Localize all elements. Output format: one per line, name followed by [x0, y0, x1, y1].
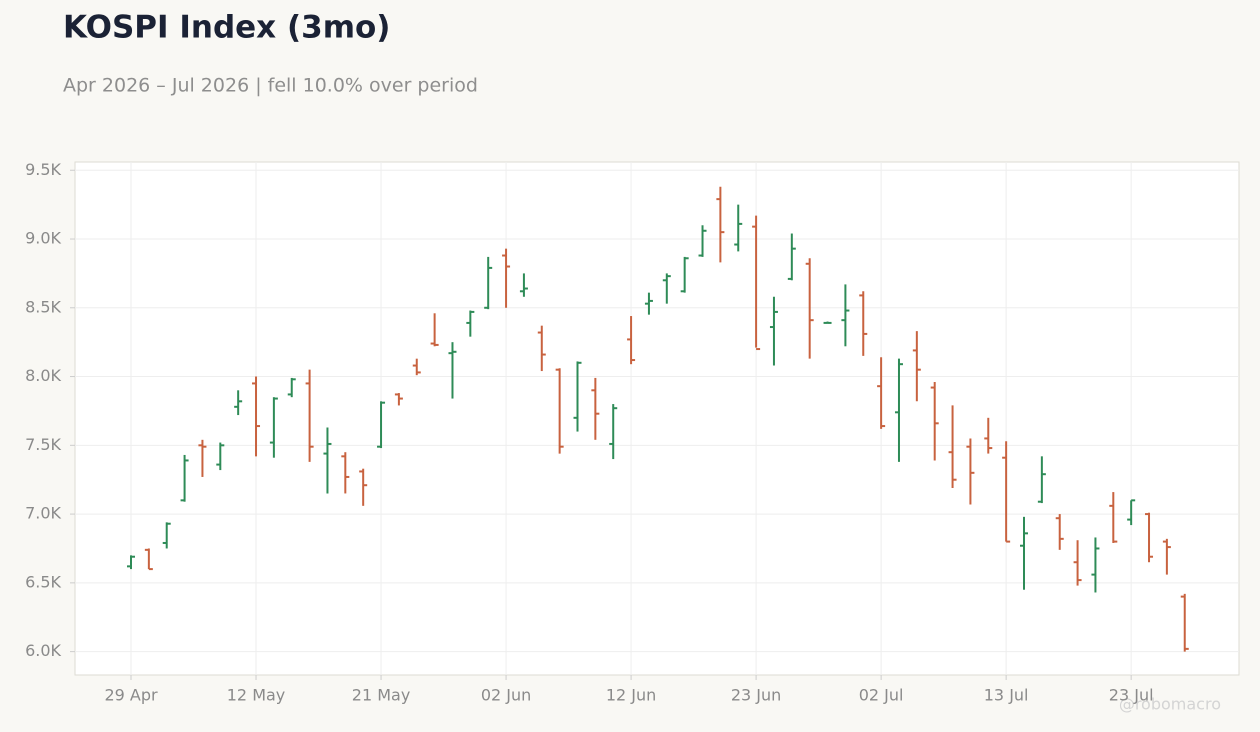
y-tick-label: 8.0K	[25, 366, 61, 385]
y-tick-label: 7.5K	[25, 435, 61, 454]
chart-subtitle: Apr 2026 – Jul 2026 | fell 10.0% over pe…	[63, 75, 478, 97]
x-tick-label: 23 Jul	[1109, 686, 1154, 705]
x-tick-label: 12 Jun	[606, 686, 656, 705]
x-tick-label: 23 Jun	[731, 686, 781, 705]
y-tick-label: 6.0K	[25, 641, 61, 660]
chart-title: KOSPI Index (3mo)	[63, 10, 390, 46]
y-tick-label: 6.5K	[25, 572, 61, 591]
watermark: @robomacro	[1119, 695, 1221, 714]
y-tick-label: 9.0K	[25, 229, 61, 248]
y-tick-label: 8.5K	[25, 297, 61, 316]
plot-area	[74, 161, 1240, 676]
x-tick-label: 21 May	[352, 686, 411, 705]
x-tick-label: 13 Jul	[984, 686, 1029, 705]
x-tick-label: 02 Jun	[481, 686, 531, 705]
y-tick-label: 7.0K	[25, 504, 61, 523]
y-tick-label: 9.5K	[25, 160, 61, 179]
x-tick-label: 02 Jul	[859, 686, 904, 705]
x-tick-label: 12 May	[227, 686, 286, 705]
x-tick-label: 29 Apr	[104, 686, 158, 705]
